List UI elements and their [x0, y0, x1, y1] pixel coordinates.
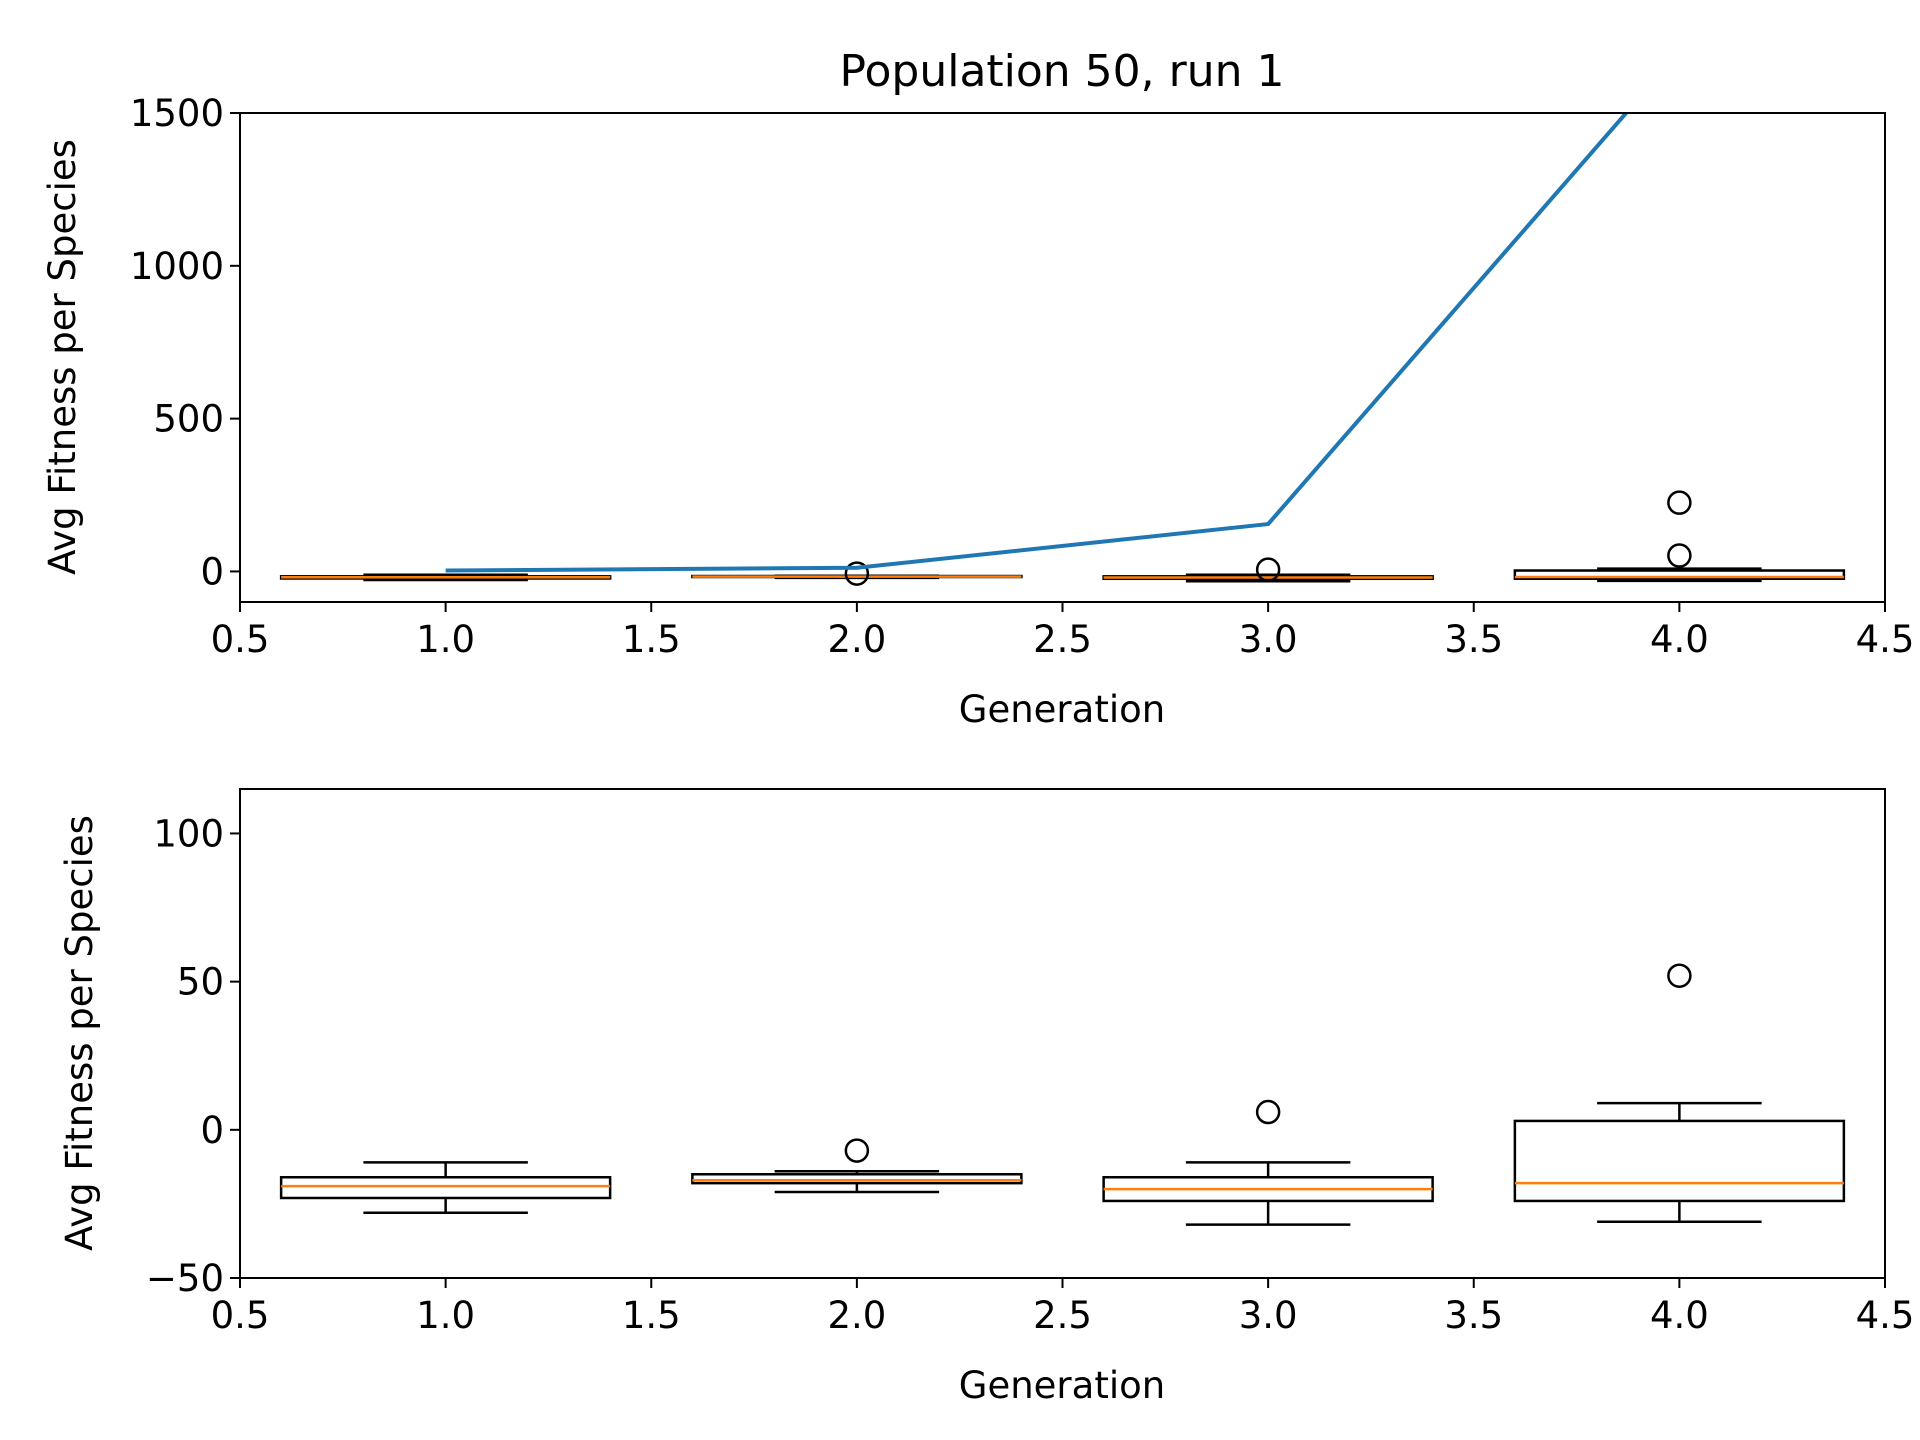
outlier-point	[844, 561, 870, 586]
box	[1513, 1119, 1846, 1203]
box-plot-gen-2	[691, 561, 1023, 586]
x-tick-label: 3.5	[1444, 618, 1503, 661]
x-tick-label: 1.0	[416, 1294, 475, 1337]
x-tick-label: 0.5	[211, 618, 270, 661]
y-axis-label-top: Avg Fitness per Species	[41, 139, 84, 575]
x-tick-label: 1.5	[622, 618, 681, 661]
x-tick-label: 3.0	[1239, 1294, 1298, 1337]
x-tick-label: 2.0	[827, 1294, 886, 1337]
x-tick-label: 2.5	[1033, 1294, 1092, 1337]
x-tick-label: 1.0	[416, 618, 475, 661]
box	[1513, 569, 1846, 581]
plot-area-top	[279, 113, 1846, 586]
y-tick-label: 500	[153, 398, 224, 441]
panel-bottom: 0.5 1.0 1.5 2.0 2.5 3.0 3.5 4.0 4.5 −50 0 50 100 Ge…	[58, 788, 1915, 1407]
y-tick-label: 1000	[130, 245, 224, 288]
box-plot-gen-4	[1513, 490, 1846, 583]
x-axis-ticks-bottom: 0.5 1.0 1.5 2.0 2.5 3.0 3.5 4.0 4.5	[211, 1278, 1915, 1337]
axes-frame-top	[239, 112, 1886, 603]
x-axis-label-top: Generation	[959, 688, 1165, 731]
y-tick-label: 50	[177, 961, 224, 1004]
box	[279, 1175, 612, 1200]
plot-area-bottom	[279, 963, 1846, 1226]
y-tick-label: −50	[146, 1257, 224, 1300]
box-plot-gen-3	[1102, 557, 1434, 583]
box-plot-gen-1	[279, 573, 612, 582]
line-series	[445, 113, 1629, 573]
box-plot-gen-1	[279, 1161, 612, 1215]
x-tick-label: 4.0	[1650, 1294, 1709, 1337]
box-plot-gen-3	[1102, 1099, 1434, 1226]
box-plot-gen-4	[1513, 963, 1846, 1223]
x-tick-label: 3.5	[1444, 1294, 1503, 1337]
outlier-point	[1255, 1099, 1281, 1125]
y-axis-label-bottom: Avg Fitness per Species	[58, 815, 101, 1251]
y-tick-label: 0	[200, 1109, 224, 1152]
box-plot-gen-2	[691, 1138, 1023, 1194]
y-tick-label: 1500	[130, 92, 224, 135]
y-axis-ticks-bottom: −50 0 50 100	[146, 812, 240, 1300]
x-tick-label: 4.5	[1856, 618, 1915, 661]
x-tick-label: 4.5	[1856, 1294, 1915, 1337]
outlier-point	[1667, 490, 1692, 515]
y-tick-label: 100	[153, 812, 224, 855]
x-tick-label: 2.0	[827, 618, 886, 661]
x-tick-label: 3.0	[1239, 618, 1298, 661]
y-tick-label: 0	[200, 550, 224, 593]
outlier-point	[1667, 543, 1692, 568]
x-axis-label-bottom: Generation	[959, 1364, 1165, 1407]
y-axis-ticks-top: 0 500 1000 1500	[130, 92, 240, 593]
x-tick-label: 1.5	[622, 1294, 681, 1337]
x-tick-label: 0.5	[211, 1294, 270, 1337]
outlier-point	[1667, 963, 1692, 988]
axes-frame-bottom	[239, 788, 1886, 1279]
chart-title: Population 50, run 1	[840, 46, 1285, 97]
x-tick-label: 2.5	[1033, 618, 1092, 661]
x-axis-ticks-top: 0.5 1.0 1.5 2.0 2.5 3.0 3.5 4.0 4.5	[211, 602, 1915, 661]
outlier-point	[844, 1138, 870, 1163]
x-tick-label: 4.0	[1650, 618, 1709, 661]
box	[691, 1173, 1023, 1185]
panel-top: Population 50, run 1 0.5 1.0 1.5 2.0 2.5 3.0 3…	[41, 46, 1914, 731]
outlier-point	[1255, 557, 1281, 582]
